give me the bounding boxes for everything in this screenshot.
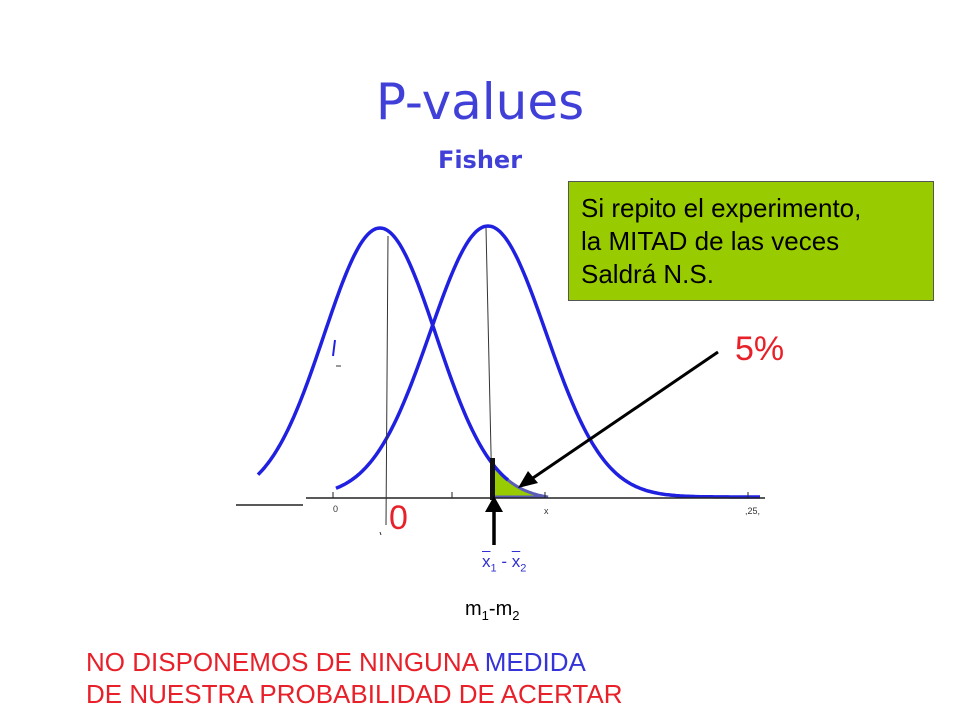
percent-arrow-head bbox=[518, 471, 538, 488]
x-axis-tick-label-right: ,25, bbox=[745, 506, 760, 516]
observed-distribution-curve bbox=[335, 224, 760, 499]
m1-symbol: m bbox=[465, 598, 482, 620]
m2-subscript: 2 bbox=[512, 608, 520, 623]
stray-mark bbox=[332, 339, 336, 357]
note-box: Si repito el experimento, la MITAD de la… bbox=[568, 181, 934, 301]
note-line-3: Saldrá N.S. bbox=[581, 259, 714, 289]
x2-subscript: 2 bbox=[520, 562, 527, 575]
p-value-shaded-area bbox=[491, 460, 549, 499]
m1-subscript: 1 bbox=[481, 608, 489, 623]
note-line-2: la MITAD de las veces bbox=[581, 226, 840, 256]
conclusion-line-1: NO DISPONEMOS DE NINGUNA MEDIDA bbox=[86, 646, 623, 678]
observed-diff-marker bbox=[490, 458, 495, 500]
minus-sign: - bbox=[488, 598, 496, 620]
minus-sign: - bbox=[496, 552, 512, 571]
conclusion-highlight-word: MEDIDA bbox=[484, 647, 586, 677]
zero-label: 0 bbox=[389, 499, 408, 537]
m2-symbol: m bbox=[495, 598, 513, 620]
x1-symbol: x bbox=[482, 552, 491, 571]
conclusion-line-1-part-a: NO DISPONEMOS DE NINGUNA bbox=[86, 647, 485, 677]
null-distribution-curve bbox=[256, 226, 510, 482]
percent-arrow-line bbox=[529, 350, 719, 482]
stray-mark bbox=[379, 531, 382, 536]
null-mean-line bbox=[385, 235, 389, 526]
percent-label: 5% bbox=[735, 330, 785, 368]
observed-mean-line bbox=[485, 227, 493, 498]
page-subtitle: Fisher bbox=[437, 146, 523, 174]
x-axis-tick-label-middle: x bbox=[544, 506, 549, 516]
x1-subscript: 1 bbox=[490, 562, 497, 575]
up-arrow-head bbox=[485, 496, 503, 512]
x-axis-tick-label-left: 0 bbox=[333, 504, 338, 514]
page-title: P-values bbox=[375, 73, 585, 131]
conclusion-line-2: DE NUESTRA PROBABILIDAD DE ACERTAR bbox=[86, 679, 623, 709]
x2-symbol: x bbox=[511, 552, 521, 571]
conclusion-text: NO DISPONEMOS DE NINGUNA MEDIDA DE NUEST… bbox=[86, 646, 623, 710]
note-line-1: Si repito el experimento, bbox=[581, 193, 862, 223]
population-mean-difference: m1-m2 bbox=[465, 598, 519, 623]
sample-mean-difference: x1 - x2 bbox=[482, 552, 526, 574]
